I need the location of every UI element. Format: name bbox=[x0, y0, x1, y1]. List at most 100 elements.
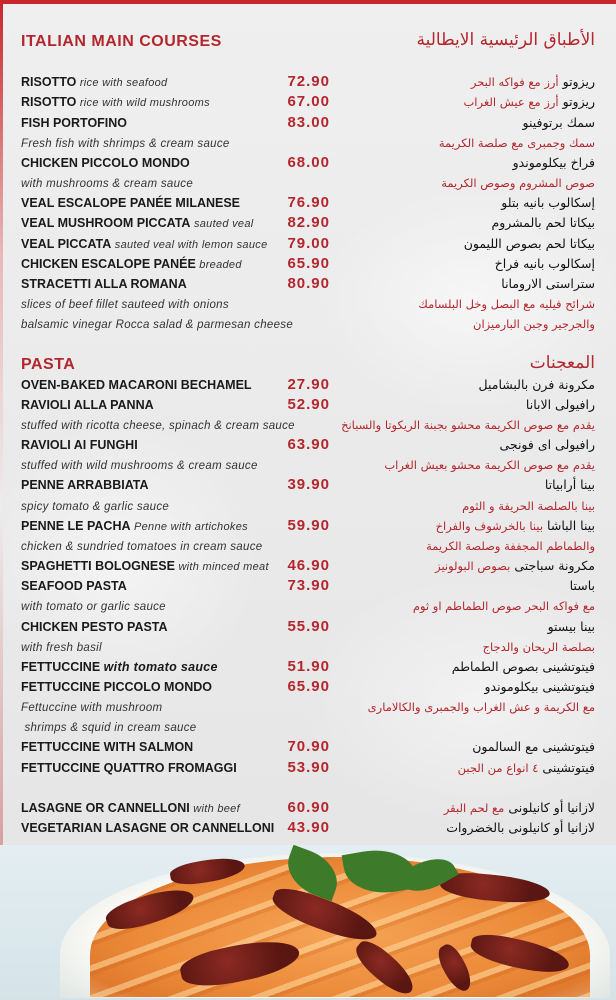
item-arabic: بينا بالصلصة الحريفة و الثوم bbox=[462, 496, 595, 516]
item-description: sauted veal with lemon sauce bbox=[114, 238, 268, 251]
item-arabic: بينا الباشا بينا بالخرشوف والفراخ bbox=[436, 516, 595, 536]
item-description: with tomato or garlic sauce bbox=[21, 601, 166, 614]
item-name-arabic: رافيولى اى فونجى bbox=[499, 437, 595, 453]
menu-item: RAVIOLI ALLA PANNA 52.90 رافيولى الابانا bbox=[0, 395, 616, 415]
item-description-arabic: مع لحم البقر bbox=[443, 800, 505, 815]
item-name-arabic: فيتوتشينى مع السالمون bbox=[472, 739, 595, 755]
item-price: 82.90 bbox=[287, 214, 330, 232]
item-name: RAVIOLI ALLA PANNA bbox=[21, 397, 154, 412]
item-name: FETTUCCINE WITH SALMON bbox=[21, 740, 194, 755]
item-price: 68.00 bbox=[287, 153, 330, 171]
menu-item-description: slices of beef fillet sauteed with onion… bbox=[0, 294, 616, 314]
item-arabic: بصلصة الريحان والدجاج bbox=[483, 637, 595, 657]
item-description: rice with seafood bbox=[79, 77, 168, 90]
item-arabic: باستا bbox=[570, 576, 595, 596]
item-arabic: فيتوتشينى بصوص الطماطم bbox=[452, 657, 595, 677]
menu-item-description: stuffed with ricotta cheese, spinach & c… bbox=[0, 415, 616, 435]
menu-item-description: with fresh basil بصلصة الريحان والدجاج bbox=[0, 637, 616, 657]
menu-item-description: with mushrooms & cream sauce صوص المشروم … bbox=[0, 173, 616, 193]
item-arabic: رافيولى الابانا bbox=[526, 395, 595, 415]
item-description: Fresh fish with shrimps & cream sauce bbox=[21, 137, 230, 150]
item-english: VEAL MUSHROOM PICCATA sauted veal bbox=[21, 213, 254, 234]
item-price: 65.90 bbox=[287, 254, 330, 272]
item-name: LASAGNE OR CANNELLONI bbox=[21, 800, 190, 815]
item-price: 79.00 bbox=[287, 234, 330, 252]
item-english: FETTUCCINE QUATTRO FROMAGGI bbox=[21, 758, 237, 778]
menu-item: RISOTTO rice with wild mushrooms 67.00 ريز… bbox=[0, 92, 616, 112]
item-price: 67.00 bbox=[287, 93, 330, 111]
item-name-arabic: لازانيا أو كانيلونى bbox=[508, 799, 595, 815]
item-name: FETTUCCINE PICCOLO MONDO bbox=[21, 680, 212, 694]
item-description: with tomato sauce bbox=[103, 659, 218, 674]
item-name-arabic: بيكاتا لحم بصوص الليمون bbox=[463, 235, 595, 251]
item-price: 39.90 bbox=[287, 476, 330, 494]
item-description-arabic: سمك وجمبرى مع صلصة الكريمة bbox=[438, 135, 595, 150]
item-name: PENNE ARRABBIATA bbox=[21, 478, 149, 493]
item-description: shrimps & squid in cream sauce bbox=[21, 722, 197, 735]
item-price: 76.90 bbox=[287, 194, 330, 212]
item-arabic: مكرونة سباجتى بصوص البولونيز bbox=[435, 556, 595, 576]
item-description-arabic: مع فواكه البحر صوص الطماطم او ثوم bbox=[412, 599, 595, 614]
item-english: FETTUCCINE WITH SALMON bbox=[21, 737, 193, 757]
item-english: FISH PORTOFINO bbox=[21, 113, 127, 133]
item-name-arabic: إسكالوب بانيه بتلو bbox=[501, 195, 595, 211]
menu-item: CHICKEN PESTO PASTA 55.90 بينا بيستو bbox=[0, 617, 616, 637]
item-english: spicy tomato & garlic sauce bbox=[21, 496, 169, 517]
item-price: 83.00 bbox=[287, 113, 330, 131]
item-name: CHICKEN PESTO PASTA bbox=[21, 619, 168, 634]
item-english: RISOTTO rice with seafood bbox=[21, 72, 167, 93]
item-arabic: مع الكريمة و عش الغراب والجمبرى والكالام… bbox=[368, 697, 595, 717]
item-arabic: شرائح فيليه مع البصل وخل البلسامك bbox=[418, 294, 595, 314]
menu-item: PENNE LE PACHA Penne with artichokes 59.9… bbox=[0, 516, 616, 536]
item-arabic: والطماطم المجففة وصلصة الكريمة bbox=[426, 536, 595, 556]
item-arabic: مكرونة فرن بالبشاميل bbox=[479, 375, 595, 395]
item-english: slices of beef fillet sauteed with onion… bbox=[21, 294, 229, 315]
item-name: FISH PORTOFINO bbox=[21, 115, 128, 130]
item-arabic: لازانيا أو كانيلونى بالخضروات bbox=[446, 818, 595, 838]
menu-item: RAVIOLI AI FUNGHI 63.90 رافيولى اى فونجى bbox=[0, 435, 616, 455]
item-english: FETTUCCINE PICCOLO MONDO bbox=[21, 677, 212, 697]
menu-item: FETTUCCINE QUATTRO FROMAGGI 53.90 فيتوتشين… bbox=[0, 758, 616, 778]
item-name: CHICKEN ESCALOPE PANÉE bbox=[21, 256, 196, 271]
menu-item-description: with tomato or garlic sauce مع فواكه البح… bbox=[0, 596, 616, 616]
menu-item-description: chicken & sundried tomatoes in cream sau… bbox=[0, 536, 616, 556]
item-english: balsamic vinegar Rocca salad & parmesan … bbox=[21, 314, 293, 335]
item-english: CHICKEN PESTO PASTA bbox=[21, 617, 168, 637]
item-english: CHICKEN PICCOLO MONDO bbox=[21, 153, 190, 173]
item-price: 72.90 bbox=[287, 73, 330, 91]
item-arabic: إسكالوب بانيه بتلو bbox=[501, 193, 595, 213]
item-name: VEAL ESCALOPE PANÉE MILANESE bbox=[21, 196, 241, 211]
item-arabic: رافيولى اى فونجى bbox=[499, 435, 595, 455]
item-name: FETTUCCINE QUATTRO FROMAGGI bbox=[21, 760, 237, 775]
section-title-en: PASTA bbox=[21, 355, 76, 373]
item-description-arabic: والطماطم المجففة وصلصة الكريمة bbox=[426, 538, 595, 553]
item-name: RISOTTO bbox=[21, 75, 77, 90]
menu-item: FISH PORTOFINO 83.00 سمك برتوفينو bbox=[0, 113, 616, 133]
item-description-arabic: أرز مع عيش الغراب bbox=[463, 95, 559, 110]
menu-item: OVEN-BAKED MACARONI BECHAMEL 27.90 مكرونة … bbox=[0, 375, 616, 395]
item-description-arabic: صوص المشروم وصوص الكريمة bbox=[441, 176, 595, 191]
spacer bbox=[0, 334, 616, 354]
item-english: VEGETARIAN LASAGNE OR CANNELLONI bbox=[21, 818, 274, 838]
item-price: 65.90 bbox=[287, 678, 330, 695]
item-name-arabic: ستراستى الارومانا bbox=[501, 275, 595, 291]
item-name: RAVIOLI AI FUNGHI bbox=[21, 438, 138, 453]
item-english: with mushrooms & cream sauce bbox=[21, 173, 193, 194]
item-arabic: لازانيا أو كانيلونى مع لحم البقر bbox=[444, 798, 595, 818]
item-name-arabic: ريزوتو bbox=[562, 74, 595, 90]
item-english: PENNE LE PACHA Penne with artichokes bbox=[21, 516, 248, 537]
menu-item: VEAL PICCATA sauted veal with lemon sauc… bbox=[0, 234, 616, 254]
item-price: 63.90 bbox=[287, 436, 330, 454]
section-header: ITALIAN MAIN COURSES الأطباق الرئيسية الا… bbox=[0, 30, 616, 52]
item-english: VEAL ESCALOPE PANÉE MILANESE bbox=[21, 193, 240, 213]
item-price: 27.90 bbox=[287, 375, 330, 393]
item-price: 52.90 bbox=[287, 395, 330, 413]
menu-item: CHICKEN ESCALOPE PANÉE breaded 65.90 إسكال… bbox=[0, 254, 616, 274]
menu-item: SPAGHETTI BOLOGNESE with minced meat 46.9… bbox=[0, 556, 616, 576]
item-description-arabic: بينا بالخرشوف والفراخ bbox=[435, 518, 544, 533]
item-name-arabic: ريزوتو bbox=[562, 94, 595, 110]
item-name-arabic: إسكالوب بانيه فراخ bbox=[494, 255, 595, 271]
item-name: OVEN-BAKED MACARONI BECHAMEL bbox=[21, 377, 252, 392]
menu-item: SEAFOOD PASTA 73.90 باستا bbox=[0, 576, 616, 596]
item-description: spicy tomato & garlic sauce bbox=[21, 500, 170, 513]
